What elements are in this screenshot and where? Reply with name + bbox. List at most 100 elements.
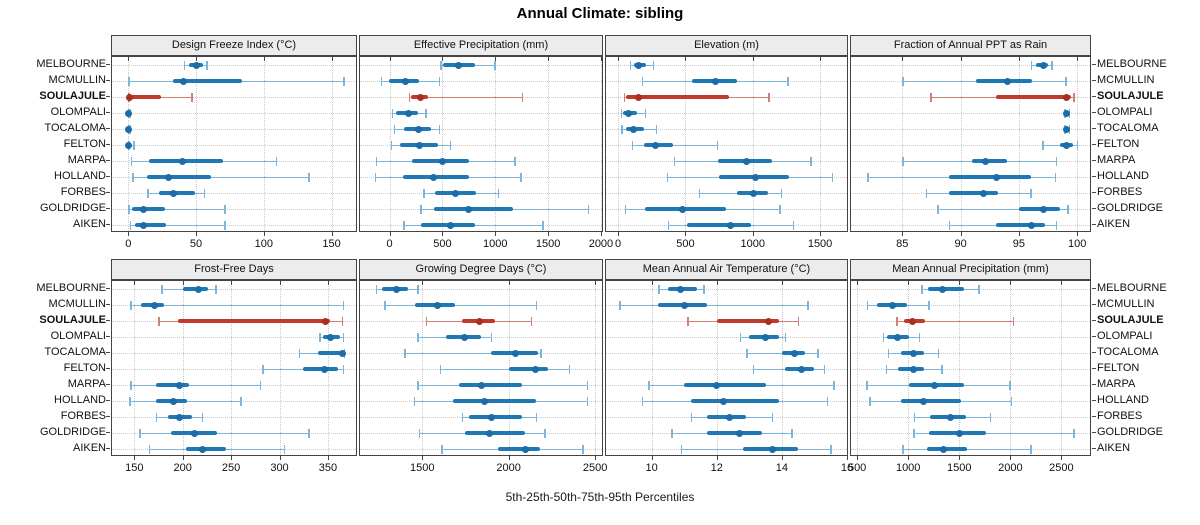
median-dot-soulajule — [634, 93, 642, 101]
axis-tick-frost-free-days — [279, 456, 281, 460]
row-tick-left — [106, 416, 110, 417]
gridline-x-effective-precipitation-mm — [442, 57, 444, 231]
site-label-right-aiken: AIKEN — [1097, 217, 1131, 230]
top-tick-growing-degree-days-c — [508, 281, 510, 285]
gridline-x-mean-annual-precipitation-mm — [959, 281, 961, 455]
cap-95th-melbourne — [703, 284, 705, 294]
top-tick-effective-precipitation-mm — [600, 57, 602, 61]
cap-5th-felton — [439, 364, 441, 374]
top-tick-mean-annual-precipitation-mm — [1061, 281, 1063, 285]
axis-tick-mean-annual-air-temperature-c — [716, 456, 718, 460]
cap-5th-goldridge — [418, 428, 421, 438]
cap-5th-soulajule — [930, 92, 932, 102]
site-label-right-felton: FELTON — [1097, 137, 1140, 150]
cap-5th-olompali — [739, 332, 742, 342]
axis-tick-label-design-freeze-index-c: 150 — [322, 238, 341, 250]
gridline-y-mean-annual-air-temperature-c — [606, 369, 847, 370]
cap-5th-felton — [390, 140, 393, 150]
cap-95th-holland — [826, 396, 829, 406]
axis-tick-label-mean-annual-air-temperature-c: 16 — [840, 462, 854, 474]
site-label-right-mcmullin: MCMULLIN — [1097, 297, 1155, 310]
iqr-25-75-aiken — [498, 447, 540, 451]
site-label-left-tocaloma: TOCALOMA — [44, 121, 106, 134]
iqr-25-75-soulajule — [716, 319, 779, 323]
gridline-y-fraction-of-annual-ppt-as-rain — [851, 81, 1090, 82]
cap-5th-melbourne — [1030, 60, 1033, 70]
panel-strip-growing-degree-days-c: Growing Degree Days (°C) — [359, 259, 603, 280]
median-dot-forbes — [169, 189, 177, 197]
whisker-5-95-felton — [631, 144, 718, 146]
row-tick-right — [1092, 400, 1096, 401]
cap-95th-felton — [941, 364, 943, 374]
median-dot-tocaloma — [910, 349, 918, 357]
cap-5th-marpa — [902, 156, 904, 166]
cap-95th-mcmullin — [807, 300, 809, 310]
site-label-left-mcmullin: MCMULLIN — [48, 73, 106, 86]
cap-95th-olompali — [784, 332, 787, 342]
top-tick-mean-annual-air-temperature-c — [716, 281, 718, 285]
gridline-x-elevation-m — [752, 57, 754, 231]
top-tick-fraction-of-annual-ppt-as-rain — [1018, 57, 1020, 61]
gridline-x-growing-degree-days-c — [422, 281, 424, 455]
gridline-x-effective-precipitation-mm — [600, 57, 602, 231]
panel-strip-mean-annual-air-temperature-c: Mean Annual Air Temperature (°C) — [605, 259, 848, 280]
gridline-y-frost-free-days — [112, 385, 356, 386]
cap-5th-aiken — [441, 444, 443, 454]
whisker-5-95-goldridge — [128, 208, 225, 210]
top-tick-fraction-of-annual-ppt-as-rain — [1077, 57, 1079, 61]
gridline-y-design-freeze-index-c — [112, 129, 356, 130]
cap-5th-felton — [631, 140, 634, 150]
axis-tick-label-frost-free-days: 200 — [173, 462, 192, 474]
cap-95th-felton — [342, 364, 345, 374]
row-tick-right — [1092, 176, 1096, 177]
cap-5th-aiken — [948, 220, 951, 230]
top-tick-effective-precipitation-mm — [389, 57, 391, 61]
row-tick-left — [106, 160, 110, 161]
median-dot-tocaloma — [791, 349, 799, 357]
cap-5th-marpa — [673, 156, 676, 166]
row-tick-left — [106, 304, 110, 305]
gridline-y-design-freeze-index-c — [112, 209, 356, 210]
row-tick-right — [1092, 144, 1096, 145]
axis-tick-mean-annual-precipitation-mm — [959, 456, 961, 460]
row-tick-right — [1092, 384, 1096, 385]
gridline-y-effective-precipitation-mm — [360, 113, 602, 114]
median-dot-holland — [993, 173, 1001, 181]
cap-5th-forbes — [925, 188, 928, 198]
cap-95th-marpa — [586, 380, 589, 390]
cap-95th-holland — [1054, 172, 1057, 182]
cap-5th-mcmullin — [619, 300, 621, 310]
cap-5th-marpa — [375, 156, 378, 166]
top-tick-effective-precipitation-mm — [442, 57, 444, 61]
cap-5th-mcmullin — [130, 300, 132, 310]
cap-95th-tocaloma — [540, 348, 542, 358]
gridline-y-frost-free-days — [112, 449, 356, 450]
top-tick-growing-degree-days-c — [595, 281, 597, 285]
row-tick-left — [106, 96, 110, 97]
iqr-25-75-goldridge — [465, 431, 526, 435]
gridline-y-design-freeze-index-c — [112, 65, 356, 66]
median-dot-tocaloma — [1063, 125, 1071, 133]
median-dot-aiken — [940, 445, 948, 453]
panel-strip-elevation-m: Elevation (m) — [605, 35, 848, 56]
site-label-left-soulajule: SOULAJULE — [39, 89, 106, 102]
axis-tick-label-mean-annual-precipitation-mm: 500 — [847, 462, 867, 474]
cap-95th-forbes — [989, 412, 992, 422]
median-dot-mcmullin — [888, 301, 896, 309]
cap-5th-forbes — [147, 188, 149, 198]
axis-tick-fraction-of-annual-ppt-as-rain — [1077, 232, 1079, 236]
top-tick-frost-free-days — [182, 281, 184, 285]
cap-5th-soulajule — [623, 92, 625, 102]
gridline-y-frost-free-days — [112, 369, 356, 370]
gridline-y-frost-free-days — [112, 353, 356, 354]
cap-5th-forbes — [155, 412, 158, 422]
row-tick-right — [1092, 208, 1096, 209]
gridline-y-design-freeze-index-c — [112, 145, 356, 146]
gridline-y-growing-degree-days-c — [360, 289, 602, 290]
cap-5th-felton — [262, 364, 264, 374]
cap-5th-goldridge — [139, 428, 141, 438]
iqr-25-75-holland — [453, 399, 537, 403]
gridline-y-design-freeze-index-c — [112, 193, 356, 194]
axis-tick-fraction-of-annual-ppt-as-rain — [902, 232, 904, 236]
top-tick-mean-annual-air-temperature-c — [847, 281, 848, 285]
